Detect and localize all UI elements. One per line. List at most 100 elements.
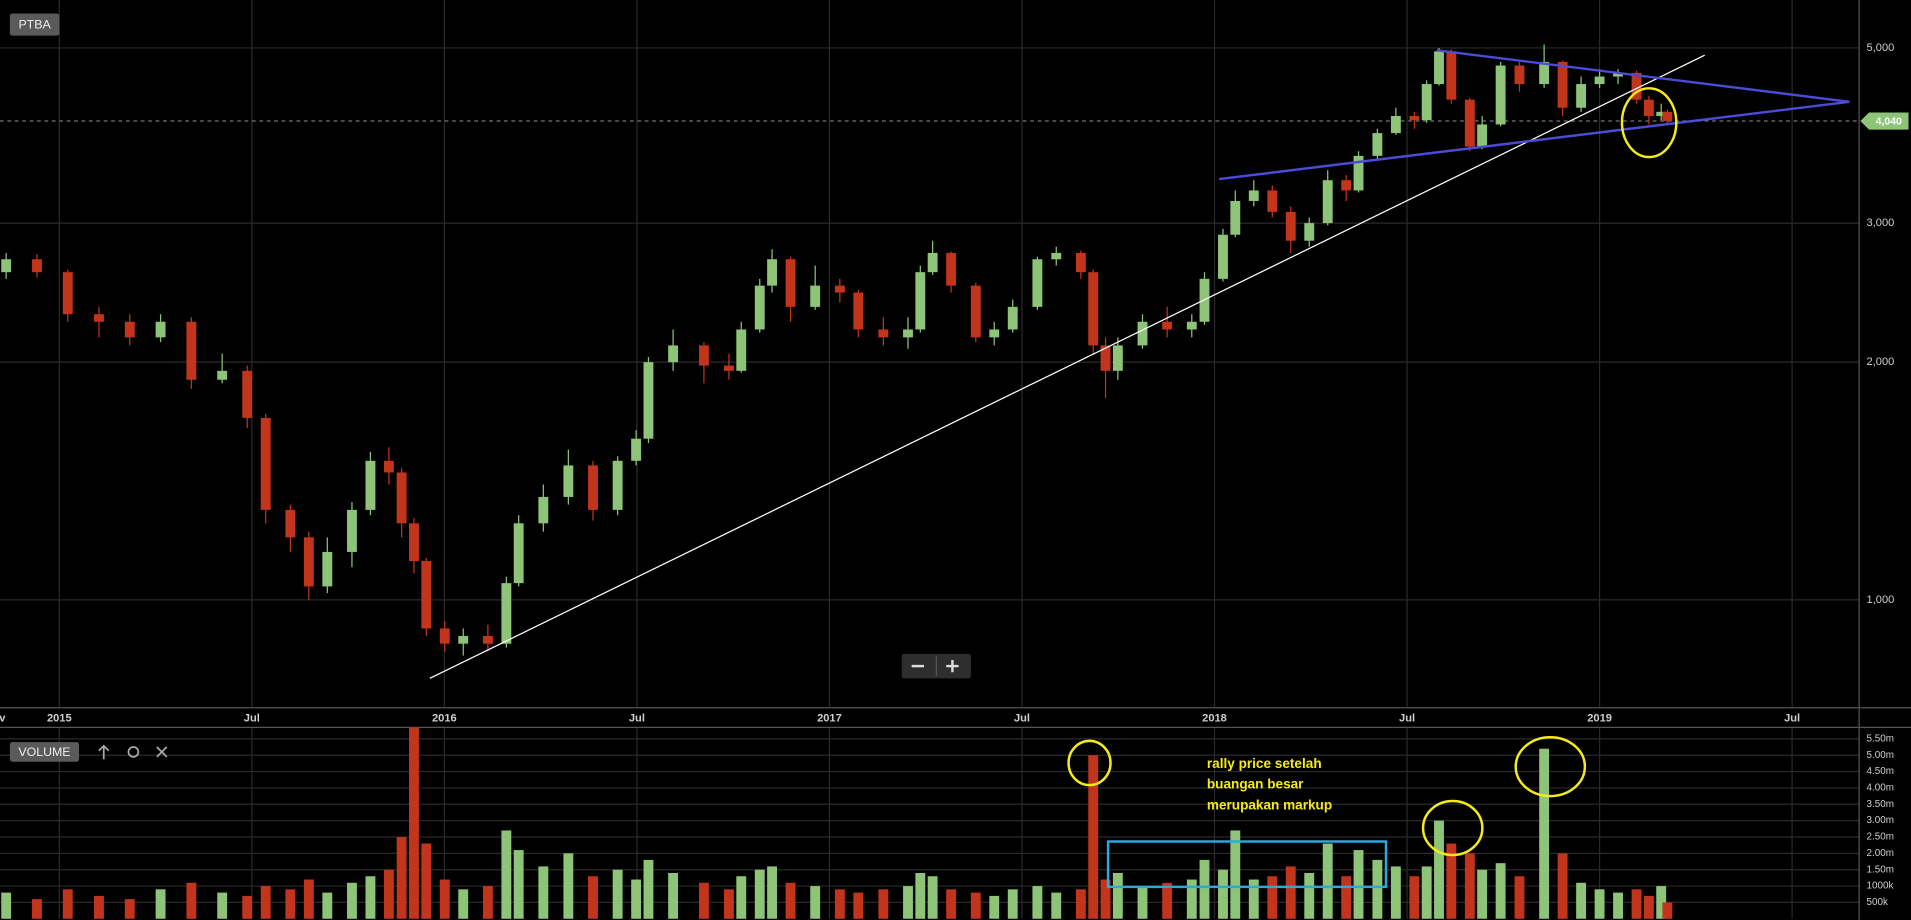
highlight-circle	[1620, 87, 1678, 159]
price-grid	[0, 0, 1860, 708]
candle-body	[1557, 61, 1568, 108]
price-plot	[0, 44, 1860, 656]
move-up-icon[interactable]	[98, 744, 110, 760]
volume-bar	[1464, 853, 1475, 919]
volume-bar	[834, 889, 845, 919]
candle-body	[1186, 321, 1197, 330]
volume-bar	[242, 895, 253, 919]
volume-bar	[989, 895, 1000, 919]
candle-body	[1322, 180, 1333, 224]
candle-body	[1372, 133, 1383, 156]
volume-bar	[1100, 879, 1111, 919]
volume-bar	[1594, 889, 1605, 919]
candle-body	[303, 537, 314, 587]
candle-body	[1304, 223, 1315, 241]
candle-body	[563, 465, 574, 497]
candle-body	[1656, 111, 1667, 116]
y-tick-label: 3,000	[1867, 217, 1895, 229]
volume-bar	[217, 892, 228, 919]
zoom-in[interactable]	[946, 659, 959, 673]
candle-body	[396, 472, 407, 524]
volume-bar	[458, 889, 469, 919]
volume-bar	[94, 895, 104, 919]
annotation-text: merupakan markup	[1207, 798, 1332, 813]
volume-bar	[1186, 879, 1197, 919]
volume-bar	[260, 886, 271, 919]
candle-body	[260, 417, 271, 510]
candle-body	[853, 292, 864, 330]
candle-body	[365, 460, 376, 510]
candle-body	[1, 259, 12, 273]
volume-bar	[903, 886, 913, 919]
volume-bar	[421, 843, 432, 919]
symbol-box[interactable]	[9, 13, 60, 36]
volume-bar	[810, 886, 821, 919]
candle-body	[668, 345, 679, 363]
volume-bar	[853, 892, 864, 919]
y-tick-label: 4.00m	[1867, 783, 1894, 794]
highlight-box	[1106, 840, 1388, 889]
candle-body	[1477, 124, 1488, 147]
volume-bar	[1248, 879, 1259, 919]
y-tick-label: 5,000	[1867, 42, 1895, 54]
zoom-controls	[901, 653, 971, 679]
candle-body	[322, 551, 333, 587]
volume-bar	[62, 889, 73, 919]
y-tick-label: 5.50m	[1867, 733, 1894, 744]
volume-bar	[409, 727, 419, 919]
candle-body	[927, 252, 938, 273]
candle-body	[458, 635, 469, 644]
volume-bar	[946, 889, 957, 919]
volume-bar	[396, 836, 407, 919]
volume-bar	[186, 882, 197, 919]
highlight-circle	[1067, 739, 1112, 787]
candle-body	[736, 329, 747, 371]
volume-bar	[970, 892, 981, 919]
highlight-circle	[1421, 799, 1484, 857]
y-tick-label: 2,000	[1867, 356, 1895, 368]
volume-bar	[124, 899, 135, 919]
x-tick-label: Jul	[1784, 713, 1800, 725]
symbol-label: PTBA	[18, 17, 51, 31]
candle-body	[1230, 200, 1241, 235]
volume-bar	[1643, 895, 1654, 919]
settings-icon[interactable]	[127, 746, 140, 758]
volume-bar	[1390, 866, 1401, 919]
close-icon[interactable]	[156, 746, 168, 758]
y-tick-label: 500k	[1867, 897, 1888, 908]
candle-body	[1051, 252, 1062, 260]
volume-bar	[1218, 869, 1228, 919]
candle-body	[1539, 61, 1550, 85]
x-axis: Nov 2015 Jul 2016 Jul 2017 Jul 2018 Jul 2019 Jul	[0, 713, 1800, 725]
volume-bar	[1267, 876, 1278, 919]
volume-bar	[698, 882, 709, 919]
candle-body	[903, 329, 913, 338]
volume-plot	[1, 727, 1673, 919]
candle-body	[1434, 51, 1444, 85]
candle-body	[588, 465, 598, 510]
last-price-badge	[1860, 112, 1909, 130]
y-tick-label: 3.00m	[1867, 815, 1894, 826]
candle-body	[94, 314, 104, 322]
y-tick-label: 1,000	[1867, 594, 1895, 606]
panel-label: VOLUME	[18, 745, 70, 759]
volume-bar	[285, 889, 296, 919]
x-tick-label: Jul	[1399, 713, 1415, 725]
x-tick-label: 2015	[47, 713, 72, 725]
x-tick-label: 2017	[817, 713, 842, 725]
candle-body	[1007, 306, 1018, 330]
candle-body	[1421, 84, 1432, 121]
candle-body	[513, 523, 524, 584]
candle-body	[1248, 190, 1259, 201]
volume-bar	[736, 876, 747, 919]
candle-body	[421, 560, 432, 629]
candle-body	[1285, 211, 1296, 241]
candle-body	[1390, 115, 1401, 134]
panel-label-box[interactable]	[9, 742, 80, 762]
volume-bar	[501, 830, 512, 919]
candle-body	[501, 583, 512, 644]
last-price-label: 4,040	[1876, 116, 1902, 127]
triangle-upper	[1436, 49, 1850, 104]
y-tick-label: 3.50m	[1867, 799, 1894, 810]
